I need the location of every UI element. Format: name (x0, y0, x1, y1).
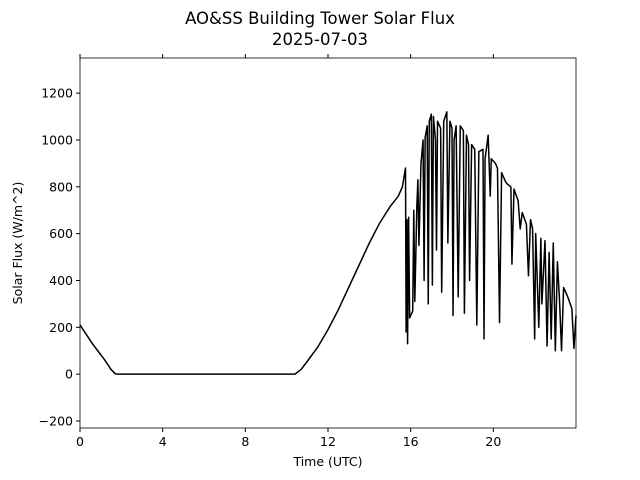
x-tick-label: 8 (241, 434, 249, 449)
y-tick-label: 1200 (41, 86, 73, 101)
y-axis-label: Solar Flux (W/m^2) (10, 182, 25, 305)
chart-title: AO&SS Building Tower Solar Flux (185, 9, 455, 28)
y-tick-label: −200 (39, 413, 73, 428)
x-tick-label: 0 (76, 434, 84, 449)
chart-subtitle: 2025-07-03 (272, 30, 368, 49)
y-tick-label: 1000 (41, 132, 73, 147)
y-tick-label: 0 (65, 367, 73, 382)
x-tick-label: 16 (403, 434, 419, 449)
y-tick-label: 600 (49, 226, 73, 241)
y-tick-label: 800 (49, 179, 73, 194)
y-tick-label: 200 (49, 320, 73, 335)
plot-frame (79, 57, 577, 429)
data-line (79, 111, 577, 375)
y-tick-label: 400 (49, 273, 73, 288)
x-tick-label: 4 (159, 434, 167, 449)
x-axis-label: Time (UTC) (292, 454, 362, 469)
x-tick-label: 20 (485, 434, 501, 449)
x-tick-label: 12 (320, 434, 336, 449)
